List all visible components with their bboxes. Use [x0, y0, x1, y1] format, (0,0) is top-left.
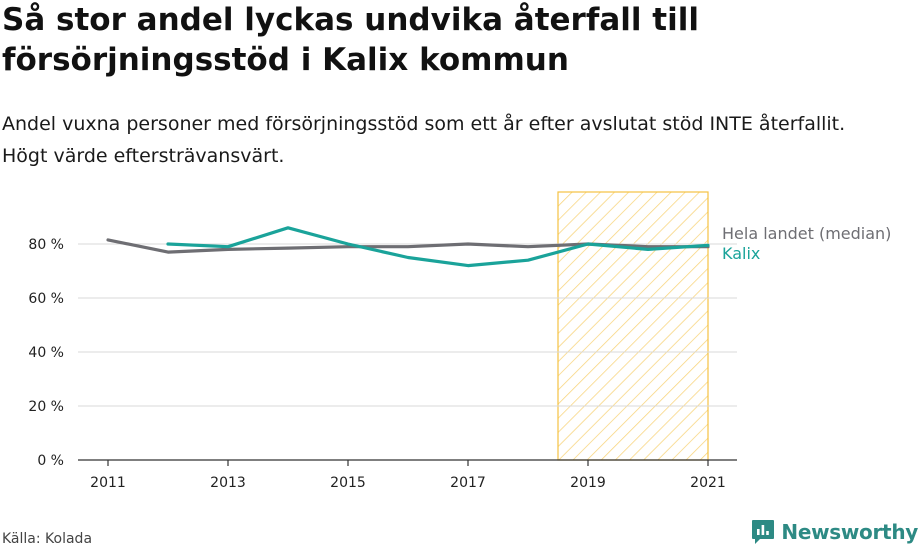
- legend-label-national: Hela landet (median): [722, 224, 891, 243]
- x-tick-label: 2019: [570, 475, 606, 491]
- x-tick-label: 2013: [210, 475, 246, 491]
- y-tick-label: 80 %: [28, 237, 64, 253]
- brand-logo: Newsworthy: [751, 519, 918, 545]
- y-tick-label: 0 %: [37, 453, 64, 469]
- y-tick-label: 40 %: [28, 345, 64, 361]
- x-tick-label: 2015: [330, 475, 366, 491]
- highlight-period: [557, 191, 709, 461]
- y-tick-label: 60 %: [28, 291, 64, 307]
- x-tick-label: 2017: [450, 475, 486, 491]
- legend-label-kalix: Kalix: [722, 244, 760, 263]
- chart-title: Så stor andel lyckas undvika återfall ti…: [2, 2, 699, 78]
- x-tick-label: 2011: [90, 475, 126, 491]
- brand-name: Newsworthy: [781, 520, 918, 544]
- y-tick-label: 20 %: [28, 399, 64, 415]
- newsworthy-logo-icon: [752, 520, 775, 544]
- source-note: Källa: Kolada: [2, 531, 93, 547]
- chart-subtitle: Andel vuxna personer med försörjningsstö…: [2, 113, 846, 167]
- series-line-kalix: [166, 226, 710, 268]
- x-tick-label: 2021: [690, 475, 726, 491]
